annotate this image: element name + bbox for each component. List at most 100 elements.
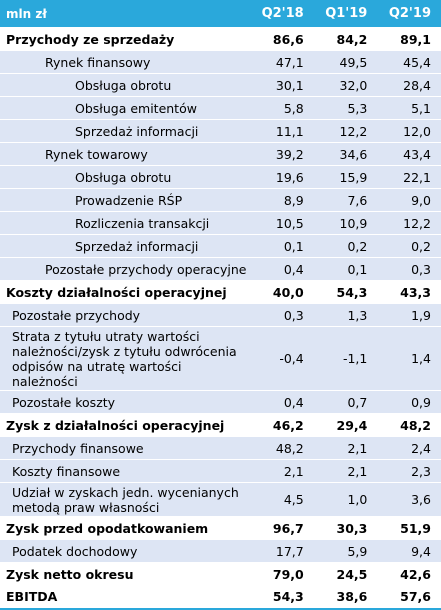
row-value: 38,6 <box>313 585 378 610</box>
row-label: Pozostałe przychody <box>0 303 251 327</box>
row-label: Strata z tytułu utraty wartości należnoś… <box>0 326 251 391</box>
row-value: 7,6 <box>313 188 378 212</box>
row-value: 54,3 <box>250 585 314 610</box>
row-value: 5,9 <box>313 539 378 563</box>
row-label: Sprzedaż informacji <box>0 119 251 143</box>
row-value: 5,3 <box>313 96 378 120</box>
table-row: Obsługa obrotu 19,6 15,9 22,1 <box>0 165 441 189</box>
row-value: 30,3 <box>313 516 378 540</box>
table-row: Strata z tytułu utraty wartości należnoś… <box>0 326 441 391</box>
table-row: Koszty działalności operacyjnej 40,0 54,… <box>0 280 441 304</box>
row-value: 3,6 <box>377 482 441 517</box>
row-label: Pozostałe koszty <box>0 390 251 414</box>
row-value: 48,2 <box>377 413 441 437</box>
table-row: Przychody ze sprzedaży 86,6 84,2 89,1 <box>0 27 441 51</box>
table-header-row: mln zł Q2'18 Q1'19 Q2'19 <box>0 0 441 28</box>
row-value: 11,1 <box>250 119 314 143</box>
table-row: Udział w zyskach jedn. wycenianych metod… <box>0 482 441 517</box>
row-value: 48,2 <box>250 436 314 460</box>
row-label: Rynek towarowy <box>0 142 251 166</box>
table-row: Rynek towarowy 39,2 34,6 43,4 <box>0 142 441 166</box>
table-row: Prowadzenie RŚP 8,9 7,6 9,0 <box>0 188 441 212</box>
header-unit-label: mln zł <box>0 0 251 28</box>
table-row: Rozliczenia transakcji 10,5 10,9 12,2 <box>0 211 441 235</box>
row-value: 1,4 <box>377 326 441 391</box>
table-row: Sprzedaż informacji 0,1 0,2 0,2 <box>0 234 441 258</box>
header-col-q2-19: Q2'19 <box>377 0 441 28</box>
row-value: -0,4 <box>250 326 314 391</box>
row-value: 46,2 <box>250 413 314 437</box>
row-value: 34,6 <box>313 142 378 166</box>
row-label: Obsługa obrotu <box>0 73 251 97</box>
row-value: 24,5 <box>313 562 378 586</box>
table-row: Sprzedaż informacji 11,1 12,2 12,0 <box>0 119 441 143</box>
row-label: Podatek dochodowy <box>0 539 251 563</box>
row-value: 79,0 <box>250 562 314 586</box>
row-value: 2,4 <box>377 436 441 460</box>
row-value: 0,3 <box>250 303 314 327</box>
row-value: 12,2 <box>313 119 378 143</box>
header-col-q1-19: Q1'19 <box>313 0 378 28</box>
row-value: 42,6 <box>377 562 441 586</box>
row-value: 0,1 <box>313 257 378 281</box>
row-value: 49,5 <box>313 50 378 74</box>
row-label: Pozostałe przychody operacyjne <box>0 257 251 281</box>
row-label: Obsługa emitentów <box>0 96 251 120</box>
row-value: 0,3 <box>377 257 441 281</box>
row-value: 9,0 <box>377 188 441 212</box>
row-value: 8,9 <box>250 188 314 212</box>
row-label: Koszty finansowe <box>0 459 251 483</box>
row-value: 0,2 <box>377 234 441 258</box>
row-label: Sprzedaż informacji <box>0 234 251 258</box>
row-value: 32,0 <box>313 73 378 97</box>
row-label: Prowadzenie RŚP <box>0 188 251 212</box>
row-value: 5,1 <box>377 96 441 120</box>
row-value: 2,1 <box>313 459 378 483</box>
table-row: Obsługa emitentów 5,8 5,3 5,1 <box>0 96 441 120</box>
row-value: 45,4 <box>377 50 441 74</box>
row-value: 29,4 <box>313 413 378 437</box>
row-label: Obsługa obrotu <box>0 165 251 189</box>
row-value: 89,1 <box>377 27 441 51</box>
row-label: Zysk z działalności operacyjnej <box>0 413 251 437</box>
row-value: 1,9 <box>377 303 441 327</box>
table-row: Zysk z działalności operacyjnej 46,2 29,… <box>0 413 441 437</box>
row-label: Przychody ze sprzedaży <box>0 27 251 51</box>
row-label: Przychody finansowe <box>0 436 251 460</box>
row-value: 0,7 <box>313 390 378 414</box>
table-row: Koszty finansowe 2,1 2,1 2,3 <box>0 459 441 483</box>
table-row: Podatek dochodowy 17,7 5,9 9,4 <box>0 539 441 563</box>
table-row: Obsługa obrotu 30,1 32,0 28,4 <box>0 73 441 97</box>
row-value: 19,6 <box>250 165 314 189</box>
row-value: 1,3 <box>313 303 378 327</box>
row-value: 0,4 <box>250 390 314 414</box>
row-value: 12,2 <box>377 211 441 235</box>
row-value: 39,2 <box>250 142 314 166</box>
row-value: 0,4 <box>250 257 314 281</box>
table-row: EBITDA 54,3 38,6 57,6 <box>0 585 441 610</box>
row-value: 28,4 <box>377 73 441 97</box>
row-value: 4,5 <box>250 482 314 517</box>
row-value: 96,7 <box>250 516 314 540</box>
row-value: 0,2 <box>313 234 378 258</box>
row-label: Zysk przed opodatkowaniem <box>0 516 251 540</box>
row-value: 10,9 <box>313 211 378 235</box>
row-value: 2,1 <box>250 459 314 483</box>
row-value: 5,8 <box>250 96 314 120</box>
table-row: Pozostałe przychody operacyjne 0,4 0,1 0… <box>0 257 441 281</box>
row-value: 1,0 <box>313 482 378 517</box>
row-value: 30,1 <box>250 73 314 97</box>
row-value: 0,9 <box>377 390 441 414</box>
table-row: Przychody finansowe 48,2 2,1 2,4 <box>0 436 441 460</box>
row-label: Koszty działalności operacyjnej <box>0 280 251 304</box>
row-label: Zysk netto okresu <box>0 562 251 586</box>
table-row: Zysk przed opodatkowaniem 96,7 30,3 51,9 <box>0 516 441 540</box>
header-col-q2-18: Q2'18 <box>250 0 314 28</box>
row-value: 86,6 <box>250 27 314 51</box>
row-value: 51,9 <box>377 516 441 540</box>
row-label: Udział w zyskach jedn. wycenianych metod… <box>0 482 251 517</box>
row-value: -1,1 <box>313 326 378 391</box>
row-value: 84,2 <box>313 27 378 51</box>
row-label: Rozliczenia transakcji <box>0 211 251 235</box>
row-value: 0,1 <box>250 234 314 258</box>
